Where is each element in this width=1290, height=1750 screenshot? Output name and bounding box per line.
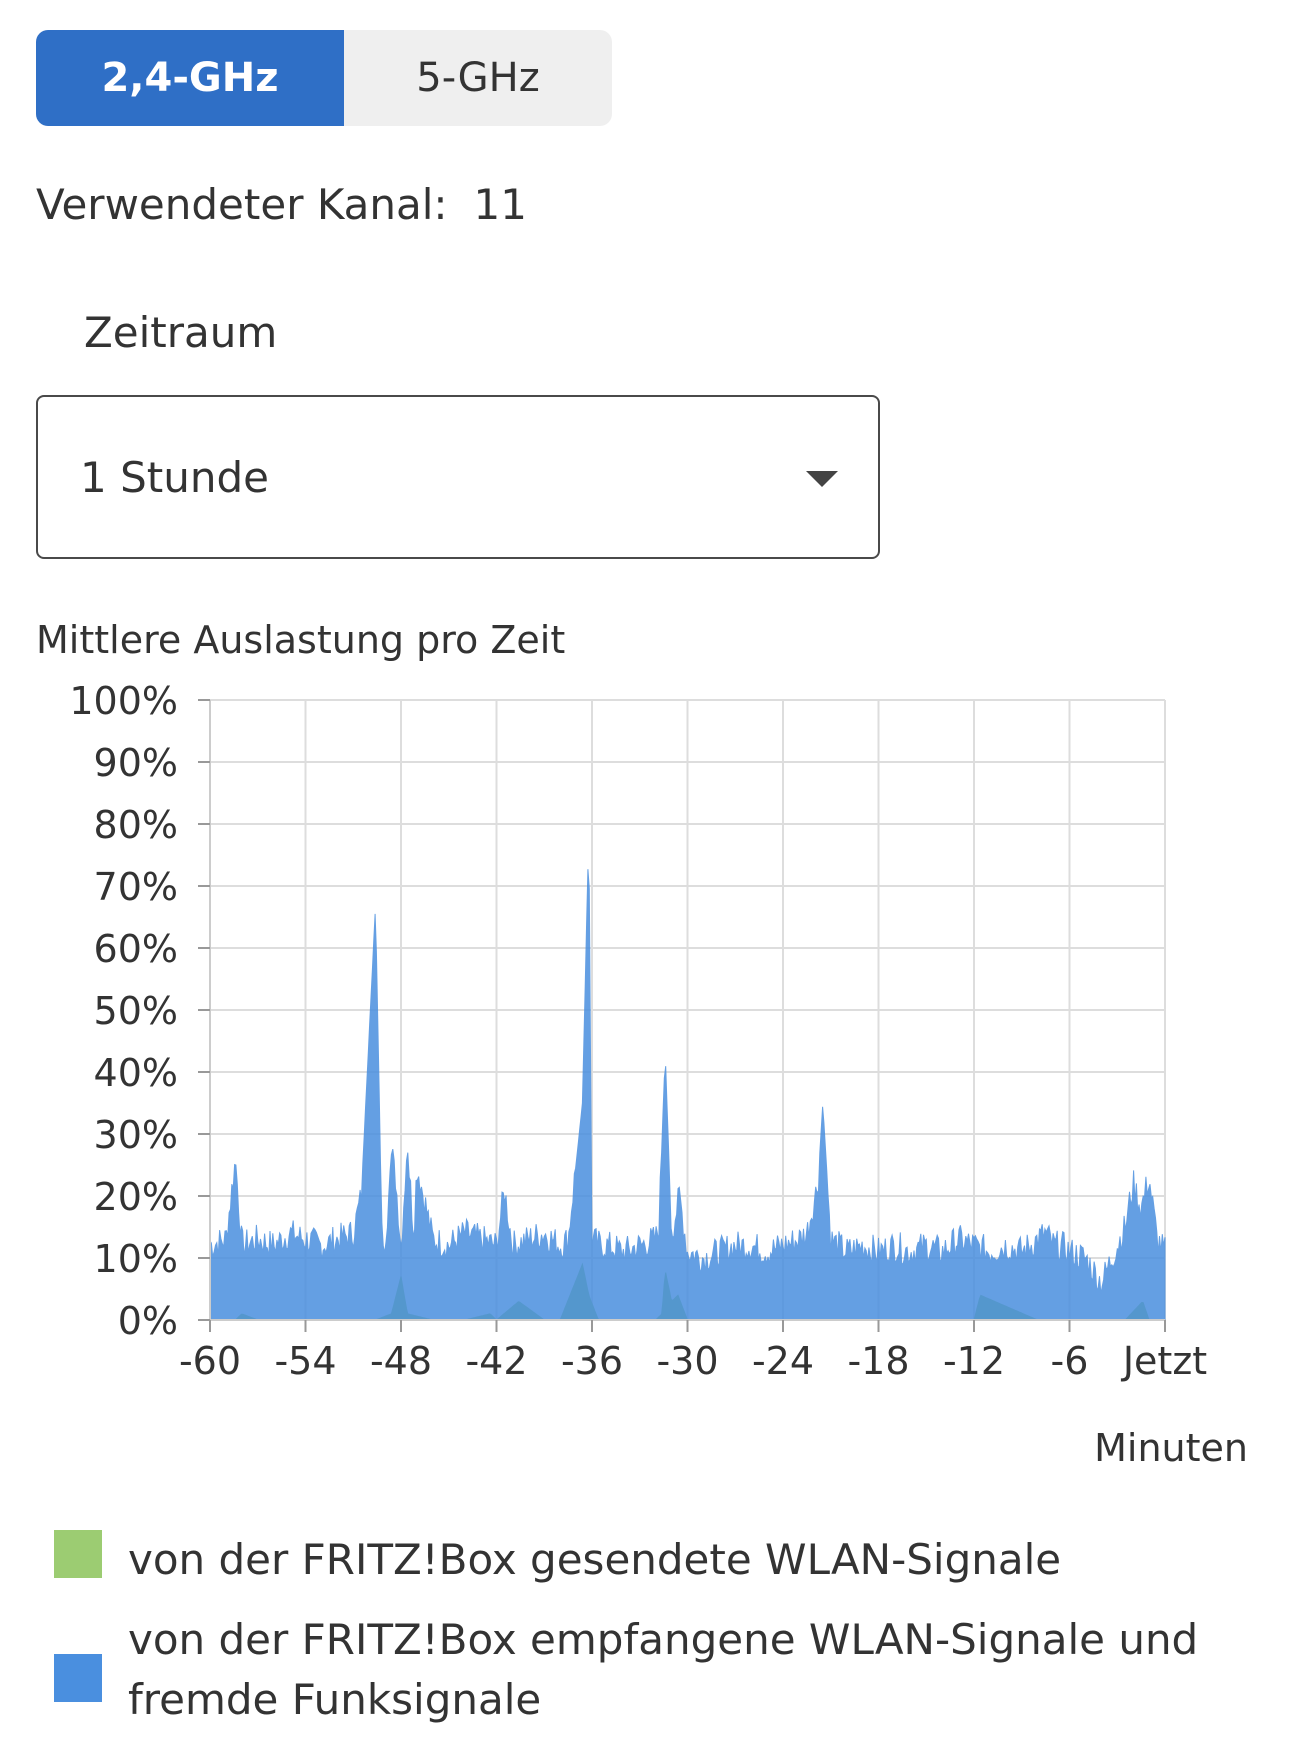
x-tick-label: -42 [465,1339,527,1383]
x-tick-label: -48 [370,1339,432,1383]
period-select[interactable]: 1 Stunde [36,395,880,559]
x-tick-label: -12 [943,1339,1005,1383]
y-tick-label: 100% [69,679,178,723]
tab-2-4ghz[interactable]: 2,4-GHz [36,30,344,126]
y-tick-label: 90% [94,741,178,785]
y-tick-label: 10% [94,1237,178,1281]
legend-swatch-sent [54,1530,102,1578]
legend-label-received-line2: fremde Funksignale [128,1675,542,1724]
x-tick-label: -60 [179,1339,241,1383]
x-tick-label: -6 [1051,1339,1089,1383]
x-axis-label: Minuten [1094,1426,1248,1470]
y-tick-label: 70% [94,865,178,909]
tab-5ghz[interactable]: 5-GHz [416,55,540,101]
y-tick-label: 80% [94,803,178,847]
utilization-chart: 0%10%20%30%40%50%60%70%80%90%100%-60 -54-… [69,679,1207,1383]
legend-item-received: von der FRITZ!Box empfangene WLAN-Signal… [54,1610,1198,1730]
y-tick-label: 0% [118,1299,178,1343]
series-area-received [209,869,1166,1321]
legend-swatch-received [54,1654,102,1702]
chart-title: Mittlere Auslastung pro Zeit [36,618,566,662]
channel-info: Verwendeter Kanal: 11 [36,180,527,229]
y-tick-label: 40% [94,1051,178,1095]
legend-label-received: von der FRITZ!Box empfangene WLAN-Signal… [128,1610,1198,1730]
y-tick-label: 60% [94,927,178,971]
x-tick-label: -18 [847,1339,909,1383]
period-selected-value: 1 Stunde [80,452,269,502]
band-tabs: 2,4-GHz 5-GHz [36,30,612,126]
y-tick-label: 20% [94,1175,178,1219]
legend-label-sent: von der FRITZ!Box gesendete WLAN-Signale [128,1535,1062,1584]
period-label: Zeitraum [84,308,278,357]
chevron-down-icon [806,471,838,487]
x-tick-label: -54 [274,1339,336,1383]
y-tick-label: 30% [94,1113,178,1157]
x-tick-label: -36 [561,1339,623,1383]
x-tick-label: -30 [656,1339,718,1383]
channel-value: 11 [473,180,527,229]
y-tick-label: 50% [94,989,178,1033]
x-tick-label: Jetzt [1121,1339,1207,1383]
legend-item-sent: von der FRITZ!Box gesendete WLAN-Signale [54,1530,1061,1590]
x-tick-label: -24 [752,1339,814,1383]
channel-label: Verwendeter Kanal: [36,180,448,229]
legend-label-received-line1: von der FRITZ!Box empfangene WLAN-Signal… [128,1615,1199,1664]
